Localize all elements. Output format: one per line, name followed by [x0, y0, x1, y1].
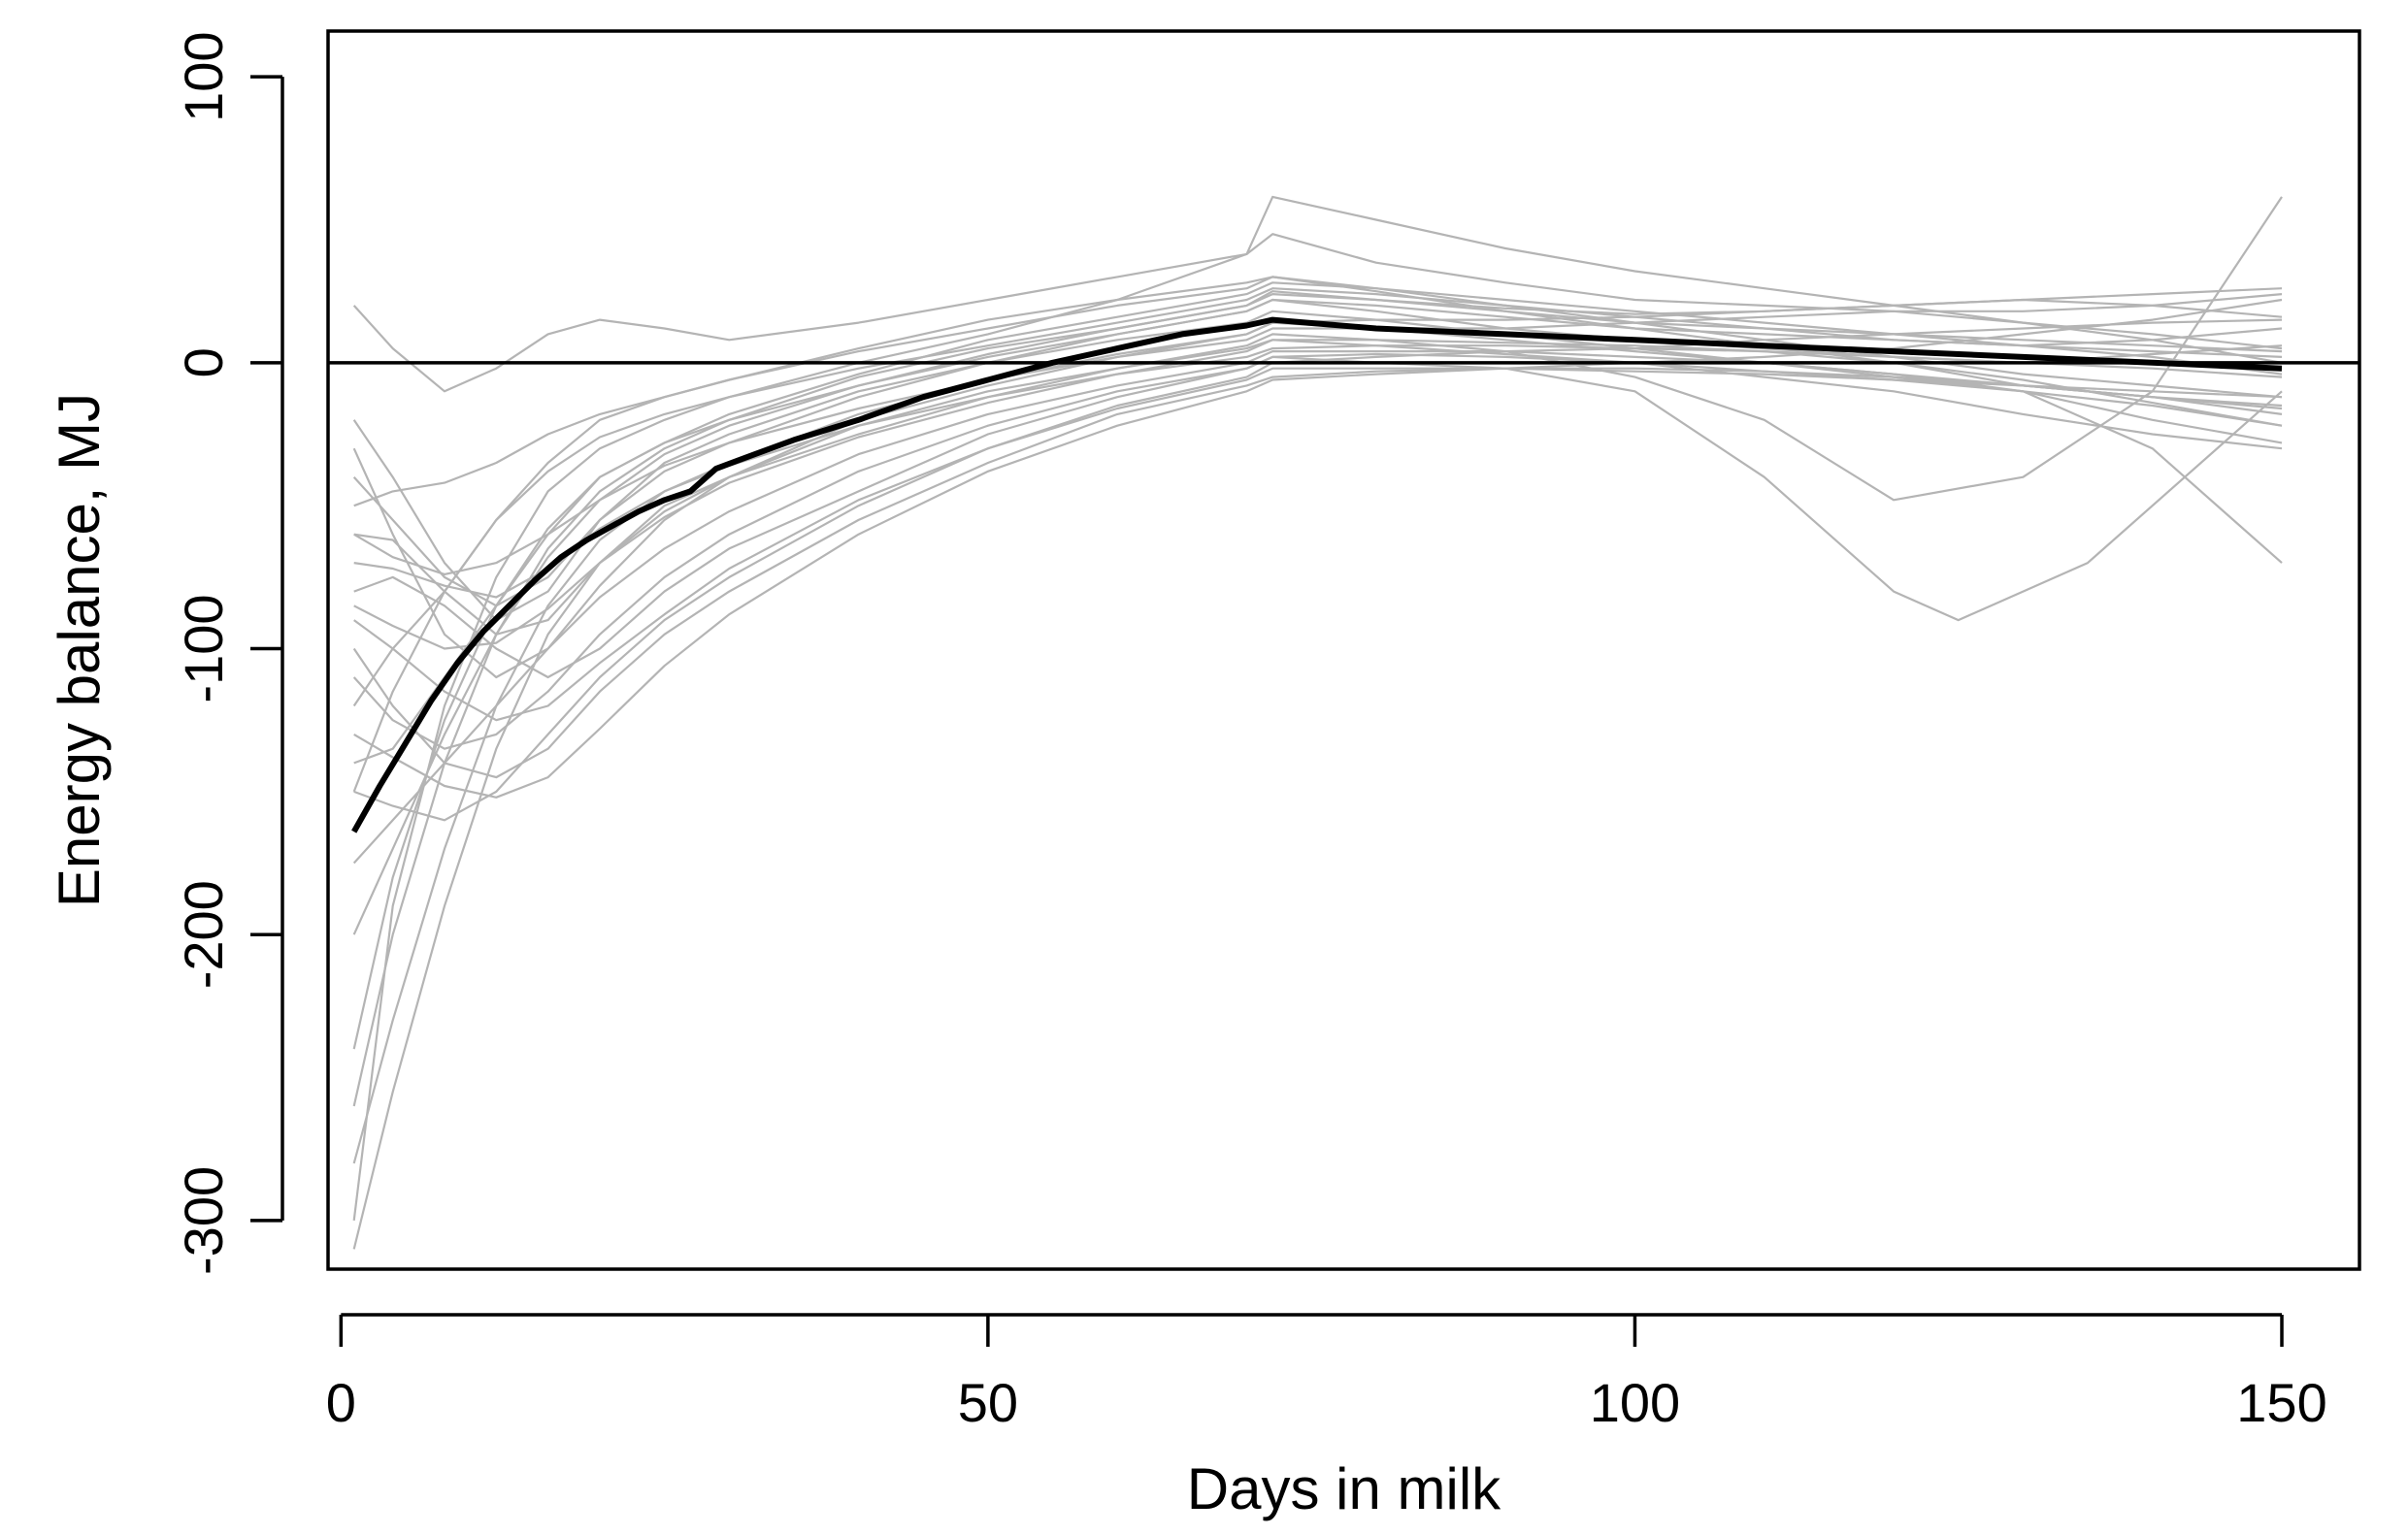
individual-series-line: [352, 350, 2283, 865]
individual-series-line: [352, 233, 2283, 393]
individual-series-line: [352, 287, 2283, 793]
individual-series-line: [352, 310, 2283, 622]
individual-series-group: [352, 195, 2283, 1250]
x-tick-label: 0: [326, 1372, 356, 1433]
individual-series-line: [352, 293, 2283, 935]
individual-series-line: [352, 281, 2283, 1050]
y-axis-title: Energy balance, MJ: [47, 393, 112, 907]
y-axis: -300 -200 -100 0 100: [173, 31, 284, 1275]
y-tick-label: -300: [173, 1166, 234, 1275]
y-tick-label: -200: [173, 880, 234, 989]
x-axis-title: Days in milk: [1187, 1456, 1501, 1521]
individual-series-line: [353, 310, 2283, 576]
mean-series-group: [351, 316, 2283, 833]
individual-series-line: [352, 298, 2283, 607]
individual-series-line: [353, 355, 2283, 679]
x-tick-label: 100: [1590, 1372, 1680, 1433]
individual-series-line: [353, 367, 2283, 799]
x-tick-label: 50: [958, 1372, 1018, 1433]
y-tick-label: -100: [173, 594, 234, 702]
mean-series-line: [351, 316, 2283, 833]
y-tick-label: 100: [173, 31, 234, 121]
individual-series-line: [353, 367, 2283, 722]
individual-series-line: [353, 339, 2283, 650]
individual-series-line: [352, 276, 2283, 707]
y-tick-label: 0: [173, 347, 234, 377]
individual-series-line: [352, 352, 2283, 750]
x-tick-label: 150: [2236, 1372, 2326, 1433]
x-axis: 0 50 100 150: [326, 1313, 2327, 1433]
plot-frame: [326, 29, 2361, 1271]
